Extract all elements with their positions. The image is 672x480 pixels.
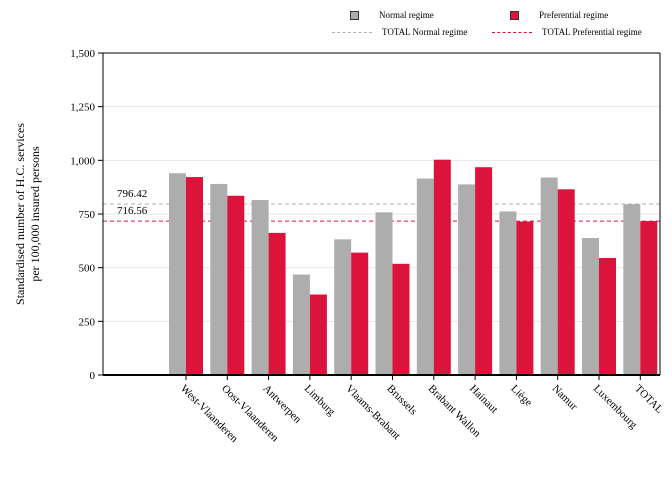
legend-swatch-preferential xyxy=(510,10,519,20)
bar-normal xyxy=(334,239,352,375)
bar-preferential xyxy=(557,189,575,375)
x-tick-label: Liège xyxy=(508,383,534,409)
bar-normal xyxy=(582,238,599,375)
x-ticks: West-VlaanderenOost-VlaanderenAntwerpenL… xyxy=(178,375,666,445)
y-tick-label: 1,000 xyxy=(70,155,95,167)
legend-label-total-normal: TOTAL Normal regime xyxy=(382,27,468,37)
legend-item-total-normal: TOTAL Normal regime xyxy=(332,27,467,37)
x-tick-label: Brussels xyxy=(384,383,419,418)
bar-normal xyxy=(375,212,393,375)
bar-preferential xyxy=(433,159,451,375)
reference-label-total-normal: 796.42 xyxy=(117,188,147,200)
reference-label-total-preferential: 716.56 xyxy=(117,205,148,217)
bar-preferential xyxy=(640,221,658,375)
y-tick-label: 1,250 xyxy=(70,102,95,114)
y-axis-label-line: Standardised number of H.C. services xyxy=(13,123,27,305)
y-tick-label: 750 xyxy=(79,209,96,221)
y-axis-label-line: per 100,000 insured persons xyxy=(28,146,42,282)
x-tick-label: TOTAL xyxy=(632,383,665,416)
legend-dash-total-preferential xyxy=(492,31,532,33)
y-tick-label: 500 xyxy=(79,263,96,275)
y-tick-label: 0 xyxy=(90,370,96,382)
y-axis-label: Standardised number of H.C. servicesper … xyxy=(13,123,42,305)
bar-normal xyxy=(540,177,558,375)
bar-preferential xyxy=(186,177,203,375)
legend-dash-total-normal xyxy=(332,31,372,33)
bar-preferential xyxy=(599,258,616,375)
bar-normal xyxy=(251,200,269,375)
bar-normal xyxy=(210,183,228,375)
x-tick-label: Hainaut xyxy=(467,383,500,416)
bar-normal xyxy=(458,184,476,375)
y-ticks: 0 250 500 750 1,000 1,250 1,500 xyxy=(70,48,103,382)
y-tick-label: 250 xyxy=(79,316,96,328)
legend-item-total-preferential: TOTAL Preferential regime xyxy=(492,27,642,37)
bar-preferential xyxy=(475,167,493,375)
legend-swatch-normal xyxy=(350,10,359,20)
bar-preferential xyxy=(268,232,286,375)
bar-preferential xyxy=(309,294,327,375)
legend-label-normal: Normal regime xyxy=(379,10,434,20)
bar-preferential xyxy=(351,252,369,375)
bar-normal xyxy=(416,178,434,375)
x-tick-label: Limburg xyxy=(302,383,338,419)
y-tick-label: 1,500 xyxy=(70,48,95,60)
bar-preferential xyxy=(392,263,410,375)
legend-label-total-preferential: TOTAL Preferential regime xyxy=(542,27,642,37)
bar-normal xyxy=(623,204,641,375)
legend-item-preferential: Preferential regime xyxy=(510,10,608,20)
bars xyxy=(169,159,658,375)
legend-label-preferential: Preferential regime xyxy=(539,10,609,20)
bar-preferential xyxy=(516,221,534,375)
bar-preferential xyxy=(227,195,245,375)
legend-item-normal: Normal regime xyxy=(350,10,434,20)
bar-normal xyxy=(499,211,517,375)
legend: Normal regime Preferential regime TOTAL … xyxy=(330,8,660,42)
bar-normal xyxy=(169,173,186,375)
x-tick-label: Antwerpen xyxy=(260,383,303,426)
x-tick-label: Namur xyxy=(550,383,580,413)
bar-normal xyxy=(292,274,310,375)
